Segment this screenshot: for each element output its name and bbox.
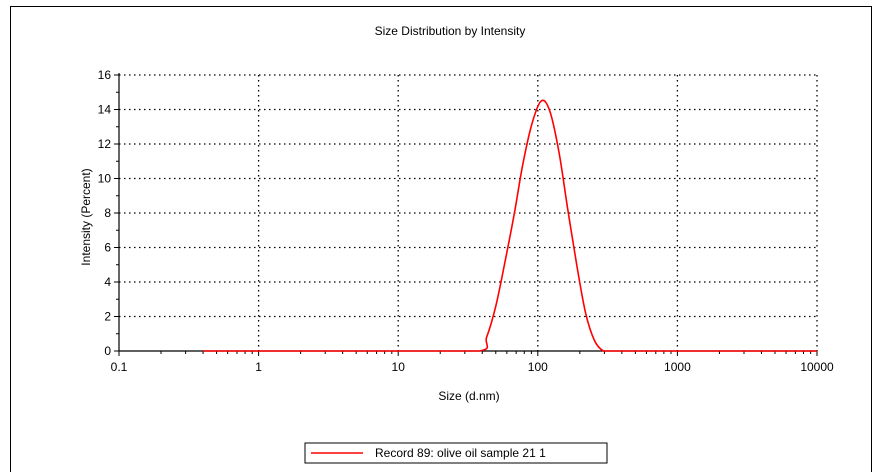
y-tick-label: 2 <box>104 310 111 324</box>
chart-svg: Size Distribution by Intensity 0.1 1 10 100… <box>79 24 834 464</box>
x-tick-label: 0.1 <box>111 360 128 374</box>
legend-label: Record 89: olive oil sample 21 1 <box>375 446 546 460</box>
axes <box>114 73 818 356</box>
chart-title: Size Distribution by Intensity <box>375 24 526 38</box>
y-tick-label: 0 <box>104 344 111 358</box>
x-axis-label: Size (d.nm) <box>438 389 499 403</box>
y-tick-label: 6 <box>104 241 111 255</box>
y-tick-label: 16 <box>98 68 112 82</box>
y-tick-label: 4 <box>104 275 111 289</box>
y-ticks: 0 2 4 6 8 10 12 14 16 <box>98 68 112 358</box>
x-ticks: 0.1 1 10 100 1000 10000 <box>111 360 834 374</box>
grid <box>119 74 818 351</box>
x-tick-label: 1000 <box>664 360 691 374</box>
x-tick-label: 1 <box>255 360 262 374</box>
legend-box <box>304 442 608 464</box>
y-axis-label: Intensity (Percent) <box>79 168 93 265</box>
series-line <box>203 99 817 352</box>
x-tick-label: 10000 <box>800 360 834 374</box>
y-tick-label: 10 <box>98 172 112 186</box>
x-tick-label: 10 <box>392 360 406 374</box>
y-tick-label: 14 <box>98 103 112 117</box>
chart-frame: Size Distribution by Intensity 0.1 1 10 100… <box>10 6 872 472</box>
y-tick-label: 12 <box>98 137 112 151</box>
x-tick-label: 100 <box>528 360 548 374</box>
legend: Record 89: olive oil sample 21 1 <box>304 442 608 464</box>
y-tick-label: 8 <box>104 206 111 220</box>
